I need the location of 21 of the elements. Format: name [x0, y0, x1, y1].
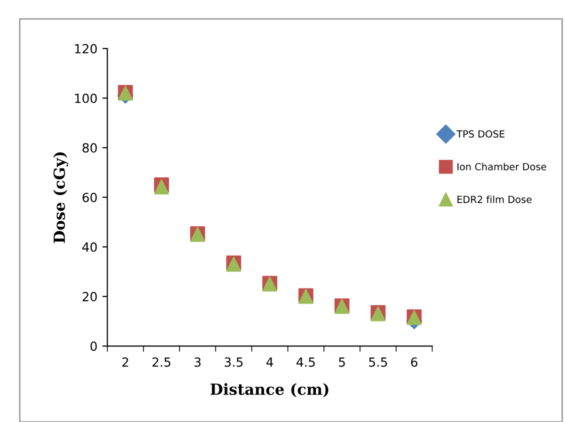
x-tick-label: 6	[411, 357, 418, 367]
x-tick-label: 4	[266, 358, 274, 367]
x-tick-label: 2	[122, 357, 128, 367]
x-tick-label: 5.5	[369, 358, 387, 367]
x-tick-label: 3	[194, 357, 201, 367]
x-tick-label: 2.5	[152, 357, 170, 367]
legend-label: Ion Chamber Dose	[457, 162, 546, 170]
y-tick-label: 40	[82, 242, 97, 252]
x-tick-label: 4.5	[296, 358, 315, 367]
legend-label: TPS DOSE	[456, 130, 504, 138]
x-tick-label: 3.5	[224, 357, 243, 367]
x-tick-label: 5	[338, 358, 345, 367]
x-axis-title: Distance (cm)	[210, 383, 328, 398]
legend-label: EDR2 film Dose	[457, 196, 532, 204]
y-axis-title: Dose (cGy)	[53, 152, 68, 243]
y-tick-label: 0	[90, 342, 97, 351]
y-tick-label: 20	[82, 292, 97, 302]
y-tick-label: 120	[75, 44, 97, 54]
y-tick-label: 80	[82, 143, 97, 153]
y-tick-label: 60	[82, 192, 97, 202]
y-tick-label: 100	[75, 94, 97, 104]
